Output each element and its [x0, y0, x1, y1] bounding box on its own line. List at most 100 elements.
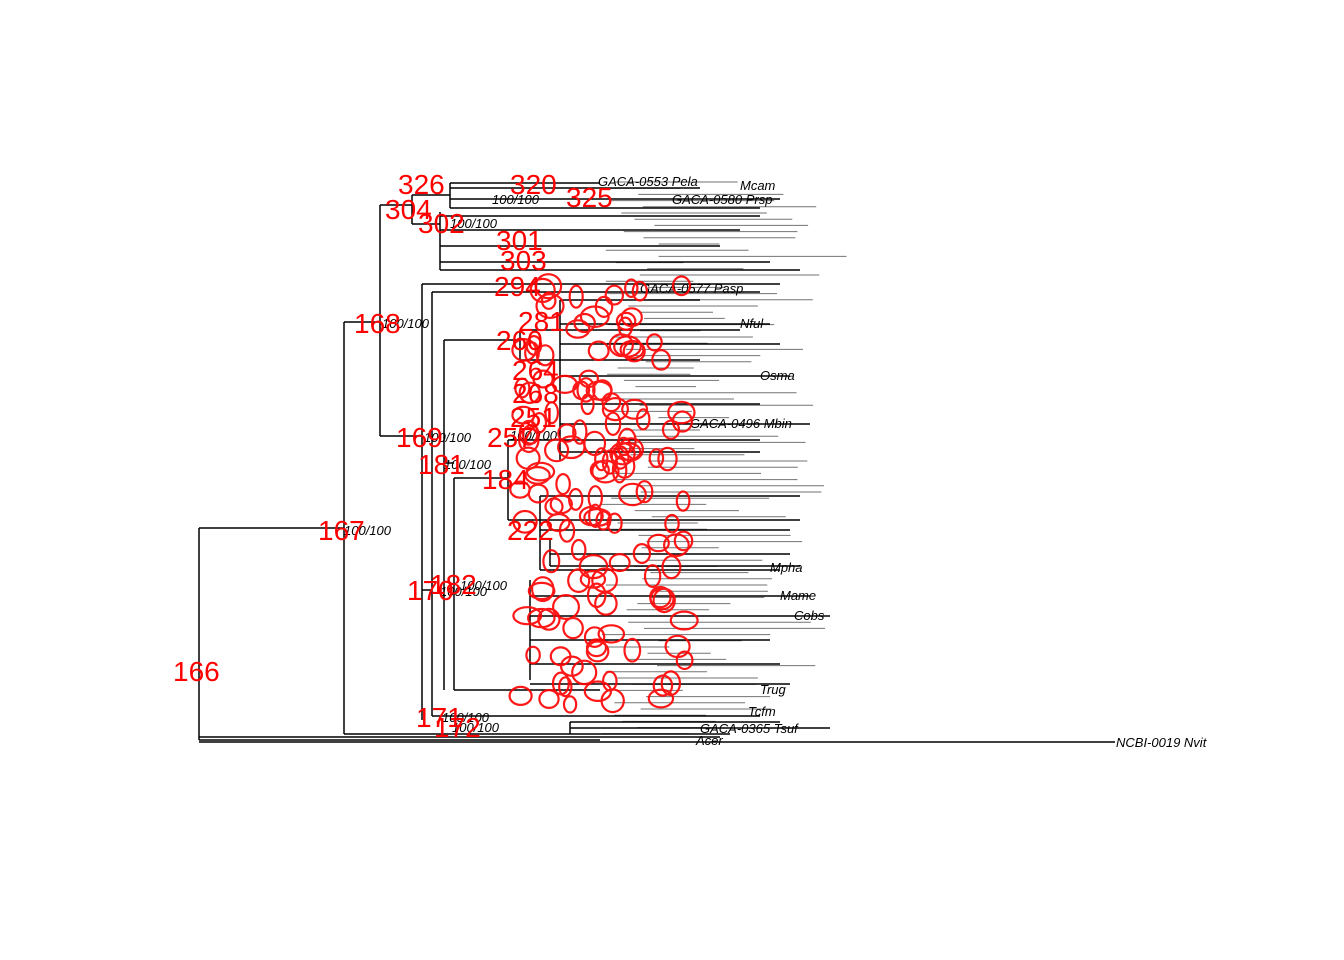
- overlap-glyph: [568, 487, 584, 511]
- overlap-glyph: [632, 542, 652, 564]
- overlap-glyph: [587, 340, 610, 362]
- support-value: 100/100: [424, 430, 472, 445]
- overlap-glyph: [530, 576, 555, 603]
- overlap-glyph: [647, 533, 670, 553]
- support-value: 100/100: [444, 457, 492, 472]
- overlap-glyph: [601, 397, 630, 422]
- node-number: 170: [407, 575, 454, 606]
- overlap-glyph: [508, 685, 533, 707]
- overlap-glyph: [579, 570, 607, 589]
- overlap-glyph: [515, 446, 541, 470]
- overlap-glyph: [647, 688, 675, 709]
- overlap-glyph: [514, 377, 531, 399]
- overlap-glyph: [517, 426, 540, 454]
- overlap-glyph: [631, 280, 648, 302]
- node-number: 182: [430, 569, 477, 600]
- overlap-glyph: [621, 398, 649, 420]
- overlap-glyph: [657, 446, 678, 472]
- tip-label: Mpha: [770, 560, 803, 575]
- node-number: 166: [173, 656, 220, 687]
- support-value: 100/100: [440, 584, 488, 599]
- node-number: 169: [396, 422, 443, 453]
- overlap-glyph: [664, 513, 680, 534]
- support-value: 100/100: [492, 192, 540, 207]
- node-number: 320: [510, 169, 557, 200]
- node-number: 181: [418, 449, 465, 480]
- overlap-glyph: [597, 624, 626, 644]
- overlap-glyph: [664, 634, 691, 659]
- node-number: 167: [318, 515, 365, 546]
- overlap-glyph: [651, 349, 671, 371]
- overlap-glyph: [601, 670, 618, 692]
- overlap-glyph: [613, 442, 642, 462]
- support-value: 100/100: [344, 523, 392, 538]
- overlap-glyph: [661, 555, 682, 580]
- overlap-glyph: [557, 423, 577, 443]
- overlap-glyph: [562, 616, 584, 640]
- overlap-glyph: [600, 688, 625, 714]
- overlap-glyph: [588, 503, 603, 528]
- overlap-glyph: [543, 438, 570, 463]
- overlap-glyph: [573, 312, 596, 334]
- overlap-glyph: [532, 369, 554, 389]
- overlap-glyph: [578, 553, 609, 580]
- overlap-glyph: [531, 411, 548, 434]
- node-number: 326: [398, 169, 445, 200]
- overlap-glyph: [551, 593, 580, 620]
- overlap-glyph: [623, 637, 642, 663]
- overlap-glyph: [525, 645, 541, 665]
- support-values: 100/100 100/100 100/100 100/100 100/100 …: [344, 192, 558, 735]
- overlap-glyph: [585, 380, 613, 401]
- overlap-glyph: [537, 607, 561, 631]
- overlap-glyph: [572, 380, 591, 401]
- node-number: 281: [518, 306, 565, 337]
- overlap-glyph: [624, 278, 639, 298]
- tip-label: Acer: [695, 733, 723, 748]
- overlap-glyph: [535, 344, 555, 367]
- overlap-glyph: [675, 650, 694, 671]
- overlap-glyph: [643, 564, 662, 589]
- overlap-glyph: [675, 490, 691, 512]
- tip-label: GACA-0496 Mbin: [690, 416, 792, 431]
- overlap-glyph: [589, 460, 610, 480]
- tip-label: Tcfm: [748, 704, 776, 719]
- overlap-glyph: [527, 483, 549, 504]
- overlap-glyph: [669, 610, 699, 631]
- support-value: 100/100: [382, 316, 430, 331]
- overlap-glyph: [585, 638, 608, 658]
- node-number: 304: [385, 194, 432, 225]
- tip-label: Nful: [740, 316, 764, 331]
- tip-label: Mcam: [740, 178, 776, 193]
- tip-label: NCBI-0019 Nvit: [1116, 735, 1208, 750]
- overlap-glyph: [524, 466, 551, 485]
- overlap-glyph: [617, 427, 637, 454]
- overlap-glyph: [556, 435, 586, 460]
- overlap-glyph: [583, 626, 606, 648]
- overlap-glyph: [562, 695, 578, 714]
- support-value: 100/100: [460, 578, 508, 593]
- node-number: 302: [418, 208, 465, 239]
- overlap-glyph: [671, 275, 692, 297]
- overlap-glyph: [648, 448, 665, 469]
- overlap-glyph: [604, 411, 622, 436]
- overlap-glyph: [613, 335, 642, 358]
- overlap-glyph: [546, 512, 571, 533]
- overlap-glyph: [544, 401, 559, 425]
- overlap-glyph: [568, 284, 584, 309]
- tip-label: GACA-0577 Pasp: [640, 281, 743, 296]
- tree-edges: [198, 182, 1115, 743]
- tip-label: Osma: [760, 368, 795, 383]
- overlap-glyph: [618, 482, 647, 507]
- node-number: 168: [354, 308, 401, 339]
- support-value: 100/100: [452, 720, 500, 735]
- overlap-glyph: [608, 553, 631, 573]
- tip-label: Trug: [760, 682, 787, 697]
- overlap-glyph: [591, 459, 620, 484]
- overlap-glyph: [649, 587, 675, 611]
- overlap-glyph: [646, 333, 663, 352]
- overlap-glyph: [524, 341, 540, 365]
- overlap-glyph: [511, 338, 537, 362]
- node-number: 172: [434, 712, 481, 743]
- tip-label: GACA-0580 Prsp: [672, 192, 772, 207]
